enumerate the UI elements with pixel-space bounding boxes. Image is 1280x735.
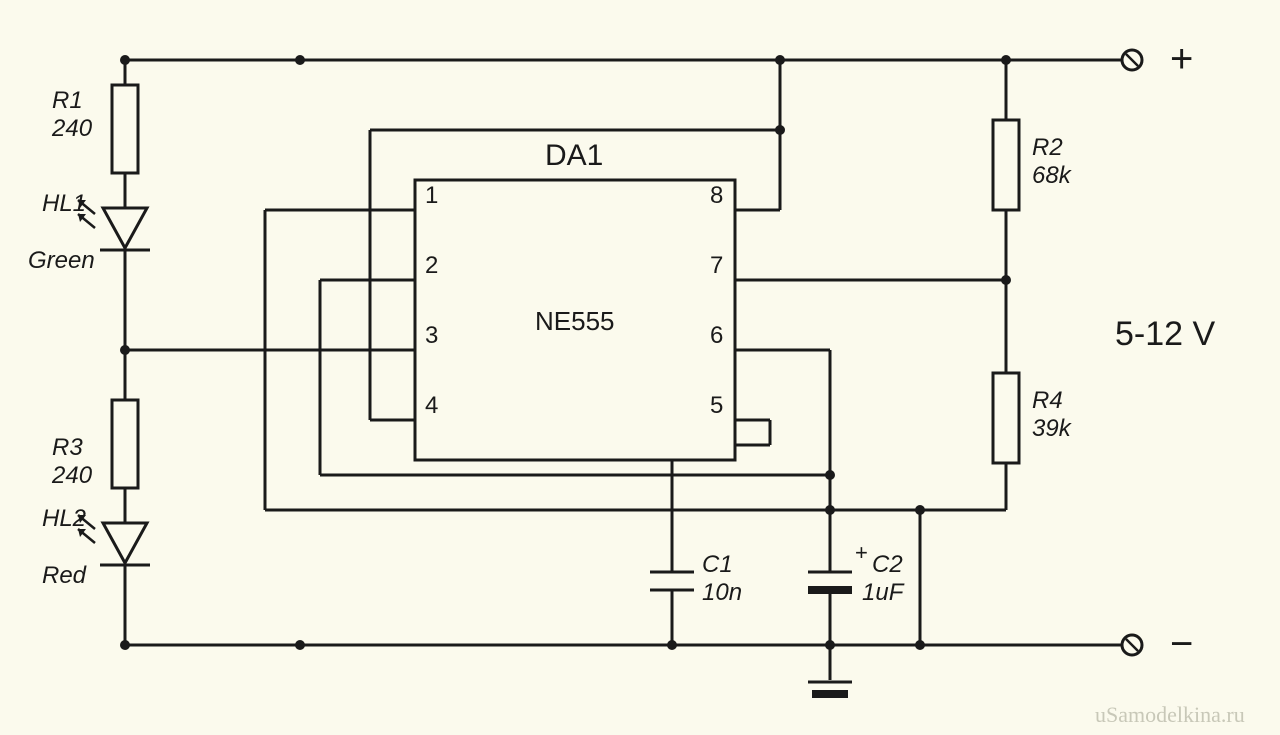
ic-ref: DA1 bbox=[545, 139, 603, 172]
r2-ref: R2 bbox=[1032, 134, 1063, 161]
terminal-neg-sym: − bbox=[1170, 622, 1193, 666]
r1-ref: R1 bbox=[52, 87, 83, 114]
pin-6: 6 bbox=[710, 322, 723, 349]
c2-ref: C2 bbox=[872, 551, 903, 578]
pin-1: 1 bbox=[425, 182, 438, 209]
pin-5: 5 bbox=[710, 392, 723, 419]
svg-text:+: + bbox=[855, 540, 868, 565]
pin-3: 3 bbox=[425, 322, 438, 349]
r2-val: 68k bbox=[1032, 162, 1073, 189]
hl2-color: Red bbox=[42, 562, 87, 589]
r4-ref: R4 bbox=[1032, 387, 1063, 414]
terminal-pos-sym: + bbox=[1170, 37, 1193, 81]
ic-part: NE555 bbox=[535, 306, 615, 336]
c1-ref: C1 bbox=[702, 551, 733, 578]
pin-8: 8 bbox=[710, 182, 723, 209]
hl1-color: Green bbox=[28, 247, 95, 274]
pin-7: 7 bbox=[710, 252, 723, 279]
hl2-ref: HL2 bbox=[42, 505, 86, 532]
ic-da1: 1 2 3 4 8 7 6 5 DA1 NE555 bbox=[395, 139, 755, 460]
r1-val: 240 bbox=[51, 115, 93, 142]
r4-val: 39k bbox=[1032, 415, 1073, 442]
pin-2: 2 bbox=[425, 252, 438, 279]
r3-ref: R3 bbox=[52, 434, 83, 461]
watermark: uSamodelkina.ru bbox=[1095, 702, 1245, 727]
r3-val: 240 bbox=[51, 462, 93, 489]
hl1-ref: HL1 bbox=[42, 190, 86, 217]
pin-4: 4 bbox=[425, 392, 438, 419]
voltage-label: 5-12 V bbox=[1115, 315, 1215, 353]
c1-val: 10n bbox=[702, 579, 742, 606]
c2-val: 1uF bbox=[862, 579, 905, 606]
